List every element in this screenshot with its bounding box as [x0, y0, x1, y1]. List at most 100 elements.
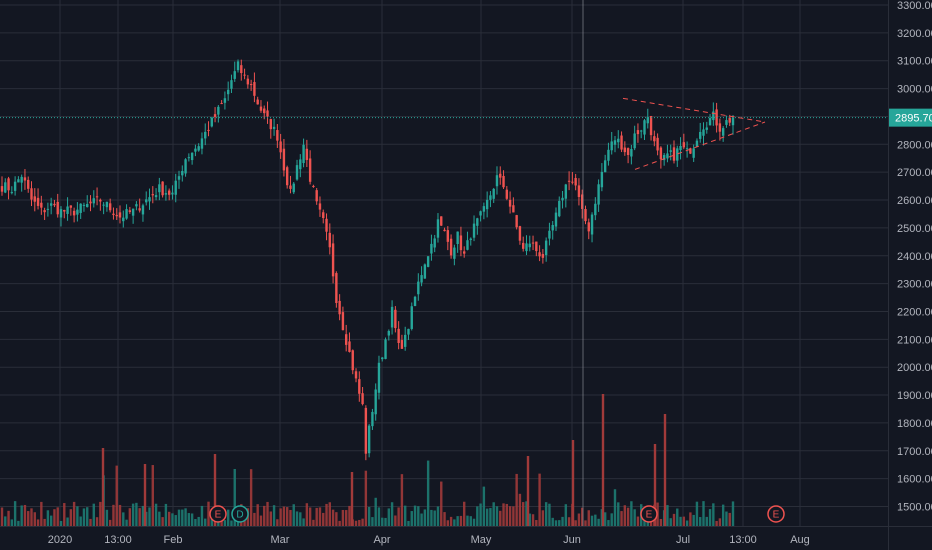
- volume-bar: [541, 510, 545, 526]
- candle-body: [712, 111, 715, 121]
- volume-bar: [653, 444, 657, 526]
- candle-body: [407, 328, 410, 335]
- candle-body: [456, 231, 459, 244]
- time-axis[interactable]: 2020 13:00 Feb Mar Apr May Jun Jul 13:00 Aug: [0, 526, 932, 547]
- volume-bar: [269, 511, 272, 526]
- volume-bar: [143, 464, 147, 526]
- volume-bar: [174, 515, 177, 526]
- candle-body: [649, 116, 653, 136]
- candle-body: [551, 225, 554, 231]
- volume-bar: [43, 518, 46, 526]
- candle-body: [626, 148, 630, 155]
- volume-bar: [302, 518, 305, 526]
- candle-body: [689, 148, 692, 154]
- volume-bar: [322, 512, 325, 526]
- volume-bar: [7, 510, 10, 526]
- candle-body: [331, 243, 335, 277]
- candle-body: [276, 130, 279, 141]
- candle-body: [135, 204, 138, 207]
- candle-body: [433, 238, 436, 248]
- candle-body: [102, 204, 105, 206]
- candle-body: [715, 109, 718, 126]
- volume-bar: [230, 520, 233, 526]
- volume-bar: [584, 520, 587, 526]
- candle-body: [384, 339, 387, 359]
- volume-bar: [571, 440, 575, 526]
- candle-body: [354, 371, 358, 379]
- candle-body: [466, 240, 469, 250]
- volume-bar: [390, 502, 394, 526]
- volume-bar: [610, 513, 613, 526]
- candle-body: [463, 251, 466, 254]
- candle-body: [56, 201, 59, 215]
- volume-bar: [449, 516, 453, 526]
- candle-body: [328, 232, 332, 248]
- volume-bar: [601, 394, 605, 526]
- volume-bar: [49, 515, 53, 526]
- volume-bar: [148, 507, 151, 526]
- volume-bar: [223, 520, 227, 526]
- volume-bar: [308, 507, 312, 526]
- volume-bar: [82, 508, 86, 526]
- volume-bar: [30, 508, 33, 526]
- volume-bar: [154, 503, 158, 526]
- volume-bar: [66, 517, 69, 526]
- candle-body: [122, 217, 125, 222]
- volume-bar: [138, 508, 141, 526]
- volume-bar: [40, 501, 43, 526]
- candle-body: [587, 222, 590, 232]
- volume-bar: [715, 520, 718, 526]
- time-tick-label: 2020: [48, 534, 72, 546]
- candle-body: [581, 194, 584, 209]
- volume-bar: [92, 503, 95, 526]
- candle-body: [99, 199, 102, 202]
- volume-bar: [725, 511, 728, 526]
- candle-body: [403, 334, 407, 347]
- candle-body: [33, 196, 36, 202]
- candle-body: [646, 117, 649, 124]
- volume-bar: [259, 515, 263, 526]
- price-axis[interactable]: 3300.003200.003100.003000.002900.002800.…: [888, 0, 932, 550]
- volume-bar: [440, 481, 443, 526]
- candle-body: [171, 192, 174, 195]
- volume-bar: [187, 513, 191, 526]
- candle-body: [508, 199, 512, 207]
- volume-bar: [128, 508, 132, 526]
- candle-body: [158, 184, 161, 193]
- volume-bar: [505, 503, 509, 526]
- volume-bar: [607, 520, 610, 526]
- volume-bar: [663, 414, 667, 526]
- candle-body: [49, 203, 53, 206]
- volume-bar: [358, 519, 361, 526]
- volume-bar: [472, 518, 476, 526]
- volume-bar: [659, 518, 663, 526]
- volume-bar: [197, 516, 200, 526]
- volume-bar: [371, 517, 374, 526]
- volume-bar: [485, 508, 489, 526]
- volume-bar: [417, 506, 420, 526]
- volume-bar: [594, 514, 597, 526]
- volume-bar: [466, 515, 469, 526]
- time-tick-label: Apr: [373, 534, 390, 546]
- event-marker-label: D: [236, 510, 243, 521]
- volume-bar: [587, 510, 590, 526]
- volume-bar: [512, 506, 515, 526]
- volume-bar: [33, 512, 36, 526]
- candle-body: [603, 160, 607, 173]
- volume-bar: [728, 512, 731, 526]
- candle-body: [289, 185, 292, 189]
- volume-bar: [135, 502, 138, 526]
- candle-body: [371, 411, 374, 427]
- volume-bar: [407, 520, 410, 526]
- volume-bar: [105, 509, 109, 526]
- candle-body: [489, 195, 492, 200]
- candle-body: [420, 275, 423, 283]
- volume-bar: [72, 501, 76, 526]
- candle-body: [174, 180, 177, 195]
- candle-body: [699, 131, 702, 139]
- volume-bar: [377, 507, 381, 526]
- candle-body: [643, 120, 646, 135]
- volume-bar: [554, 520, 558, 526]
